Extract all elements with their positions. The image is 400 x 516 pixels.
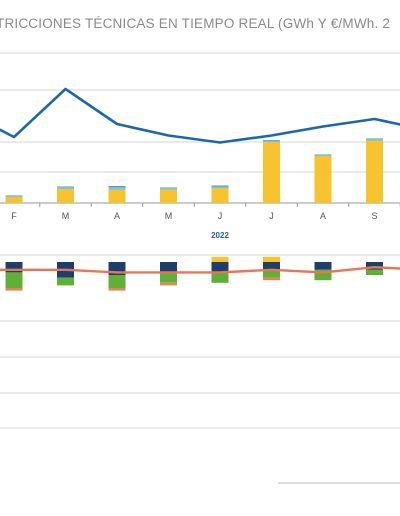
bar-top-6-s2 xyxy=(314,154,332,155)
bar-top-4-s1 xyxy=(211,186,229,188)
bar-top-6-s0 xyxy=(314,156,332,203)
month-labels: FMAMJJASO xyxy=(11,211,377,221)
chart-lines xyxy=(0,87,400,274)
price-line-bottom xyxy=(0,266,400,274)
bar-bottom-5-s0 xyxy=(263,262,280,270)
bar-bottom-5-s1 xyxy=(263,269,280,278)
month-label-7: S xyxy=(371,211,377,221)
month-label-3: M xyxy=(165,211,173,221)
top-chart-bars xyxy=(5,138,383,203)
chart-title: TRICCIONES TÉCNICAS EN TIEMPO REAL (GWh … xyxy=(0,16,391,31)
bar-bottom-4-s1 xyxy=(211,272,229,283)
top-chart-gridlines xyxy=(0,52,400,207)
bar-top-1-s1 xyxy=(57,187,74,189)
month-label-6: A xyxy=(320,211,326,221)
bar-bottom-7-s1 xyxy=(366,269,383,275)
month-label-4: J xyxy=(218,211,223,221)
bar-top-6-s1 xyxy=(314,155,332,156)
bar-top-7-s2 xyxy=(366,138,383,139)
bar-bottom-7-s0 xyxy=(366,262,383,270)
bar-top-2-s1 xyxy=(108,187,126,190)
bar-bottom-6-s1 xyxy=(314,269,332,281)
bar-bottom-3-s3 xyxy=(160,282,177,286)
bar-top-3-s0 xyxy=(160,189,177,203)
bar-top-1-s2 xyxy=(57,186,74,187)
bar-bottom-6-s0 xyxy=(314,262,332,270)
price-line-top xyxy=(0,87,400,144)
bottom-chart-bars xyxy=(5,256,383,291)
bar-bottom-2-s3 xyxy=(108,288,126,291)
bar-top-5-s2 xyxy=(263,140,280,141)
bar-top-7-s0 xyxy=(366,140,383,203)
bar-top-1-s0 xyxy=(57,189,74,203)
bar-bottom-5-s2 xyxy=(263,256,280,262)
bottom-chart-gridlines xyxy=(0,254,400,429)
month-label-2: A xyxy=(114,211,120,221)
bar-bottom-4-s2 xyxy=(211,256,229,262)
bar-top-0-s0 xyxy=(5,197,23,203)
bar-top-3-s2 xyxy=(160,187,177,188)
bar-bottom-1-s1 xyxy=(57,277,74,286)
bar-top-3-s1 xyxy=(160,188,177,190)
bar-bottom-3-s0 xyxy=(160,262,177,273)
bar-top-0-s1 xyxy=(5,196,23,197)
month-label-5: J xyxy=(269,211,274,221)
bar-bottom-3-s1 xyxy=(160,272,177,283)
month-label-0: F xyxy=(11,211,17,221)
bar-bottom-5-s3 xyxy=(263,277,280,281)
bar-top-7-s1 xyxy=(366,139,383,141)
bar-top-4-s2 xyxy=(211,185,229,187)
bar-bottom-2-s1 xyxy=(108,275,126,288)
bar-bottom-0-s3 xyxy=(5,288,23,291)
year-label: 2022 xyxy=(211,231,229,240)
bar-top-2-s2 xyxy=(108,186,126,187)
bar-top-5-s1 xyxy=(263,140,280,142)
bar-top-5-s0 xyxy=(263,142,280,203)
bar-top-0-s2 xyxy=(5,195,23,196)
bar-top-4-s0 xyxy=(211,188,229,203)
bar-top-2-s0 xyxy=(108,189,126,203)
month-label-1: M xyxy=(62,211,70,221)
bar-bottom-0-s1 xyxy=(5,272,23,288)
bar-bottom-0-s0 xyxy=(5,262,23,273)
bar-bottom-4-s0 xyxy=(211,262,229,273)
